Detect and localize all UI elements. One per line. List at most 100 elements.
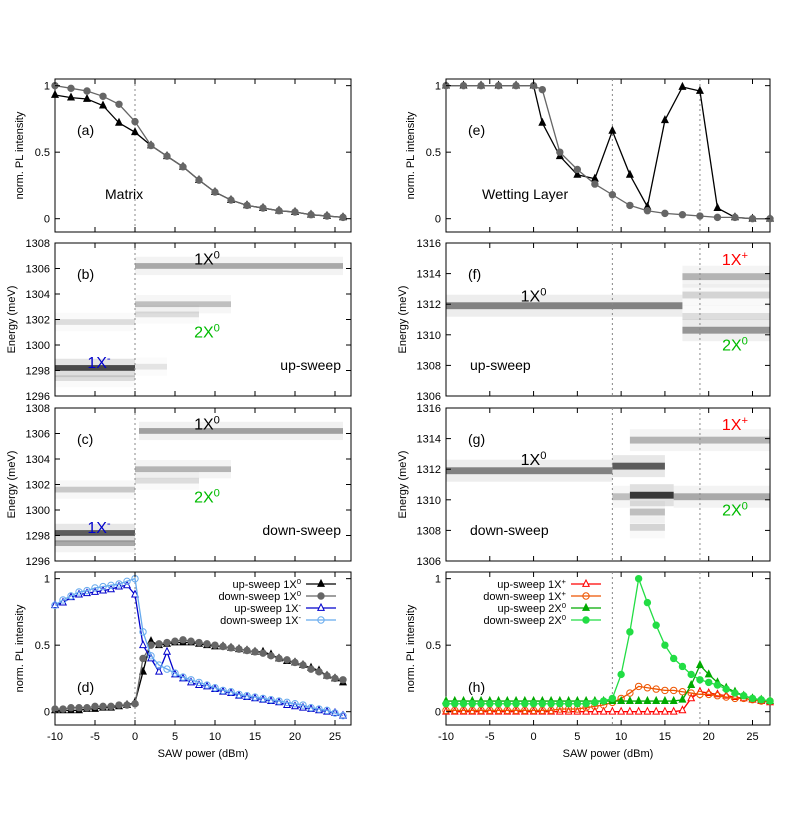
legend-label: up-sweep 2X0 bbox=[498, 601, 567, 616]
data-point bbox=[211, 188, 219, 196]
y-axis-label: Energy (meV) bbox=[6, 286, 18, 354]
data-point bbox=[195, 176, 203, 184]
y-tick-label: 1304 bbox=[26, 289, 50, 301]
x-tick-label: 5 bbox=[172, 731, 178, 743]
state-label-superscript: 0 bbox=[214, 415, 220, 427]
emission-line bbox=[446, 302, 683, 310]
data-point bbox=[275, 697, 283, 705]
data-point bbox=[307, 665, 315, 673]
data-point bbox=[179, 163, 187, 171]
data-point bbox=[315, 705, 323, 713]
data-point bbox=[98, 100, 108, 109]
data-point bbox=[713, 681, 722, 689]
panel-frame bbox=[445, 78, 771, 233]
emission-halo bbox=[446, 459, 613, 482]
data-point bbox=[139, 654, 147, 663]
data-point bbox=[67, 592, 75, 600]
data-point bbox=[203, 681, 211, 689]
data-point bbox=[678, 662, 687, 671]
data-point bbox=[591, 180, 599, 188]
data-point bbox=[114, 117, 124, 126]
data-point bbox=[591, 698, 599, 707]
panel-label: (b) bbox=[77, 266, 94, 282]
data-point bbox=[678, 211, 687, 219]
data-point bbox=[678, 81, 687, 90]
y-tick-label: 1 bbox=[44, 574, 50, 586]
emission-line bbox=[682, 291, 770, 299]
y-tick-label: 1308 bbox=[26, 403, 50, 415]
state-label-superscript: 0 bbox=[214, 322, 220, 334]
data-point bbox=[660, 115, 669, 124]
emission-line bbox=[682, 273, 770, 281]
data-point bbox=[748, 694, 757, 703]
state-label-superscript: + bbox=[741, 250, 748, 262]
data-point bbox=[608, 706, 617, 715]
data-point bbox=[154, 666, 164, 675]
y-tick-label: 0.5 bbox=[426, 147, 441, 159]
data-point bbox=[155, 661, 163, 669]
data-point bbox=[748, 214, 757, 223]
emission-line bbox=[135, 363, 167, 370]
data-point bbox=[634, 695, 643, 704]
y-tick-label: 1300 bbox=[26, 505, 50, 517]
panel-c: 1296 1298 1300 1302 1304 1306 1308 Energy (meV)… bbox=[6, 403, 352, 568]
data-point bbox=[227, 196, 235, 204]
legend-label-superscript: - bbox=[298, 613, 301, 622]
data-point bbox=[494, 700, 503, 708]
data-point bbox=[538, 117, 547, 126]
data-point bbox=[243, 646, 251, 655]
data-point bbox=[115, 580, 123, 588]
sweep-label: up-sweep bbox=[280, 357, 341, 373]
series-line-0 bbox=[55, 640, 344, 712]
data-point bbox=[203, 640, 211, 648]
data-point bbox=[275, 654, 283, 663]
panel-frame bbox=[445, 242, 771, 397]
data-point bbox=[331, 709, 339, 717]
data-point bbox=[582, 700, 590, 708]
emission-line bbox=[682, 326, 770, 334]
series-line-0 bbox=[54, 94, 344, 219]
data-point bbox=[617, 706, 626, 715]
emission-line bbox=[135, 477, 199, 484]
data-point bbox=[107, 702, 115, 711]
state-label-superscript: - bbox=[107, 518, 111, 530]
emission-line bbox=[673, 493, 770, 501]
emission-halo bbox=[629, 429, 770, 452]
y-axis-label: norm. PL intensity bbox=[405, 604, 417, 692]
legend-label-superscript: 0 bbox=[562, 601, 566, 610]
data-point bbox=[581, 578, 591, 587]
panel-label: (g) bbox=[468, 431, 485, 447]
y-axis-label: Energy (meV) bbox=[397, 451, 409, 519]
legend-label-superscript: 0 bbox=[297, 589, 301, 598]
data-point bbox=[66, 92, 76, 101]
x-tick-label: -10 bbox=[438, 731, 454, 743]
legend-label: down-sweep 1X- bbox=[220, 613, 301, 628]
data-point bbox=[687, 670, 695, 679]
data-point bbox=[99, 702, 107, 711]
data-point bbox=[669, 706, 678, 715]
x-tick-label: 5 bbox=[574, 731, 580, 743]
data-point bbox=[617, 670, 625, 679]
data-point bbox=[634, 682, 643, 691]
data-point bbox=[194, 679, 204, 688]
data-point bbox=[307, 211, 315, 219]
data-point bbox=[171, 669, 179, 677]
data-point bbox=[705, 690, 713, 699]
data-point bbox=[115, 100, 123, 108]
data-point bbox=[731, 689, 739, 697]
data-point bbox=[114, 581, 124, 590]
y-tick-label: 1300 bbox=[26, 340, 50, 352]
data-point bbox=[75, 588, 83, 596]
emission-line bbox=[135, 311, 199, 318]
data-point bbox=[766, 697, 774, 705]
data-point bbox=[130, 589, 140, 598]
data-point bbox=[625, 169, 634, 178]
data-point bbox=[625, 695, 634, 704]
data-point bbox=[599, 697, 608, 705]
emission-line bbox=[139, 428, 343, 434]
y-tick-label: 1308 bbox=[417, 525, 441, 537]
data-point bbox=[58, 597, 68, 606]
data-point bbox=[235, 645, 243, 653]
state-label: 1X0 bbox=[521, 287, 547, 306]
